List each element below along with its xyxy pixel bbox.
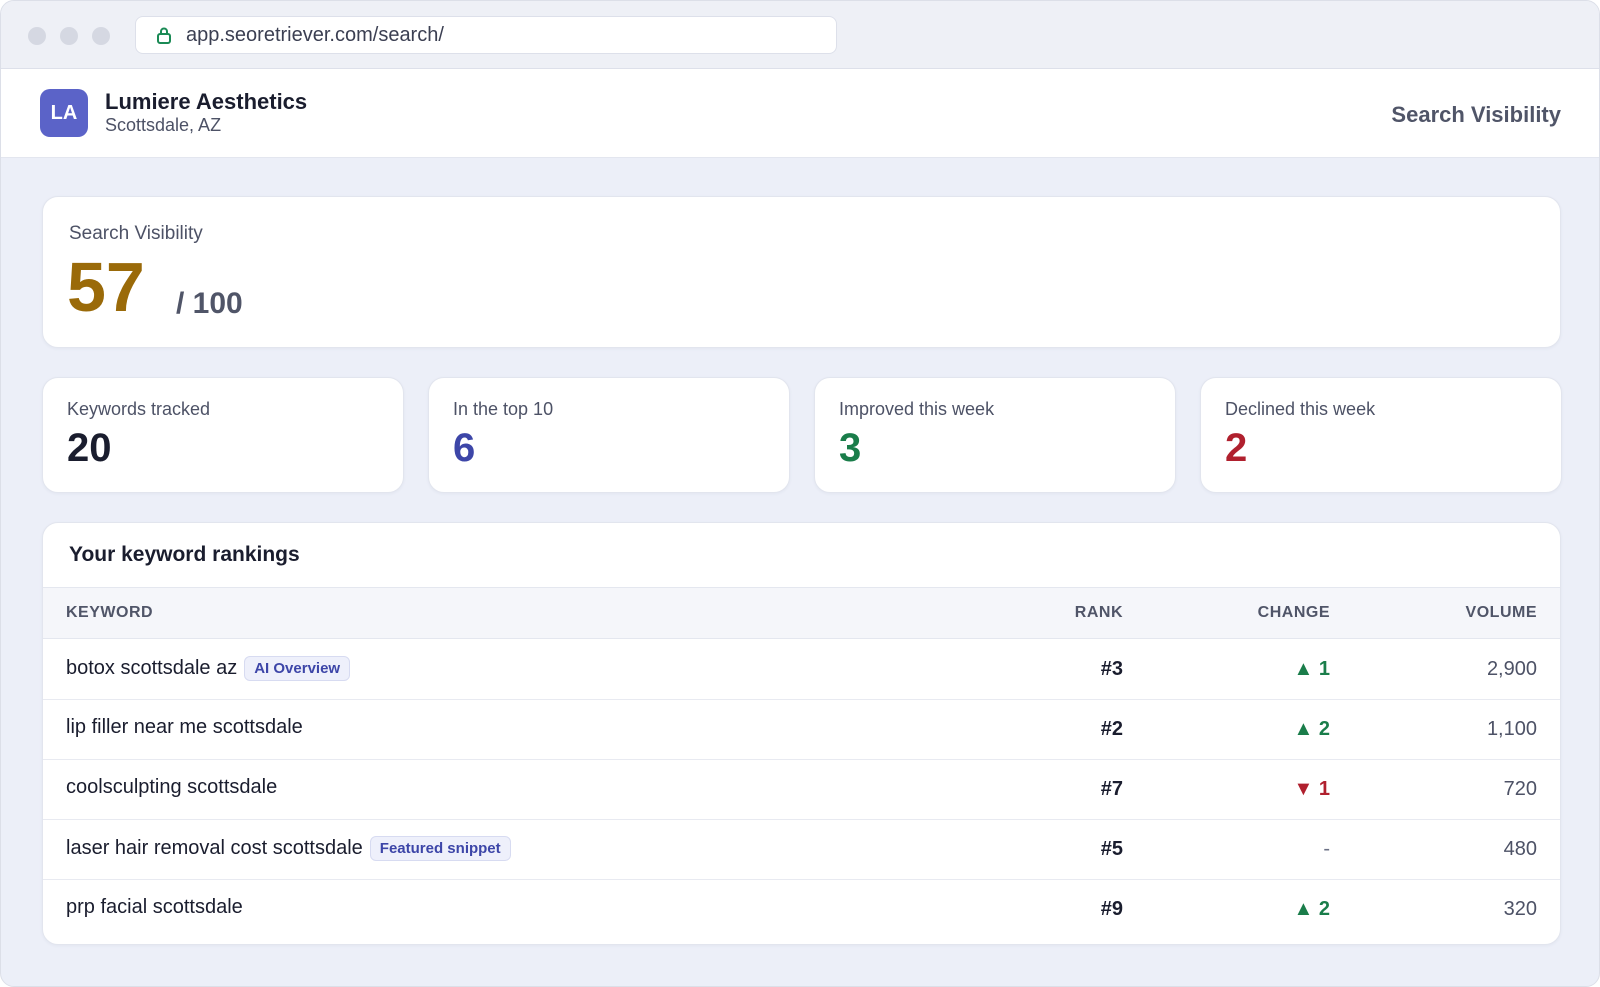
window-minimize-button[interactable] xyxy=(60,27,78,45)
keyword-text: lip filler near me scottsdale xyxy=(66,716,303,738)
score-value: 57 xyxy=(67,248,145,326)
volume-cell: 2,900 xyxy=(1486,658,1537,680)
column-header-keyword[interactable]: KEYWORD xyxy=(66,604,154,621)
keyword-cell: lip filler near me scottsdale xyxy=(66,716,303,739)
business-name: Lumiere Aesthetics xyxy=(105,89,308,114)
table-row[interactable]: laser hair removal cost scottsdale Featur… xyxy=(43,820,1560,880)
browser-chrome: app.seoretriever.com/search/ xyxy=(1,1,1599,69)
table-row[interactable]: prp facial scottsdale #9 ▲ 2 320 xyxy=(43,880,1560,940)
stat-value: 20 xyxy=(67,426,112,470)
column-header-rank[interactable]: RANK xyxy=(1074,604,1123,621)
stat-card-declined: Declined this week 2 xyxy=(1200,377,1562,493)
rank-cell: #9 xyxy=(1100,898,1123,920)
keyword-cell: coolsculpting scottsdale xyxy=(66,776,277,799)
business-logo: LA xyxy=(40,89,88,137)
stat-card-improved: Improved this week 3 xyxy=(814,377,1176,493)
keyword-cell: botox scottsdale az AI Overview xyxy=(66,656,351,681)
rank-cell: #2 xyxy=(1100,718,1123,740)
table-row[interactable]: lip filler near me scottsdale #2 ▲ 2 1,100 xyxy=(43,700,1560,760)
keyword-rankings-table: Your keyword rankings KEYWORD RANK CHANG… xyxy=(42,522,1561,945)
app-header: LA Lumiere Aesthetics Scottsdale, AZ Sea… xyxy=(1,69,1599,158)
table-header: KEYWORD RANK CHANGE VOLUME xyxy=(43,587,1560,639)
business-location: Scottsdale, AZ xyxy=(105,115,222,135)
url-text: app.seoretriever.com/search/ xyxy=(186,23,444,46)
rank-cell: #3 xyxy=(1100,658,1123,680)
stat-label: Declined this week xyxy=(1225,399,1376,419)
serp-feature-badge: Featured snippet xyxy=(369,836,511,861)
volume-cell: 480 xyxy=(1503,838,1537,860)
stat-label: In the top 10 xyxy=(453,399,554,419)
stat-value: 3 xyxy=(839,426,862,470)
column-header-volume[interactable]: VOLUME xyxy=(1465,604,1537,621)
address-bar[interactable]: app.seoretriever.com/search/ xyxy=(135,16,837,54)
visibility-score-card: Search Visibility 57 / 100 xyxy=(42,196,1561,348)
page-title: Search Visibility xyxy=(1391,102,1561,127)
keyword-cell: laser hair removal cost scottsdale Featur… xyxy=(66,836,511,861)
stat-value: 2 xyxy=(1225,426,1248,470)
change-cell: - xyxy=(1323,838,1330,860)
stat-label: Keywords tracked xyxy=(67,399,211,419)
table-row[interactable]: coolsculpting scottsdale #7 ▼ 1 720 xyxy=(43,760,1560,820)
change-cell: ▲ 2 xyxy=(1293,898,1330,920)
rank-cell: #5 xyxy=(1100,838,1123,860)
window-close-button[interactable] xyxy=(28,27,46,45)
keyword-text: botox scottsdale az xyxy=(66,657,238,679)
score-max: / 100 xyxy=(176,287,243,320)
change-cell: ▼ 1 xyxy=(1293,778,1330,800)
keyword-text: coolsculpting scottsdale xyxy=(66,776,278,798)
stat-card-top-10: In the top 10 6 xyxy=(428,377,790,493)
serp-feature-badge: AI Overview xyxy=(244,656,351,681)
stat-card-keywords-tracked: Keywords tracked 20 xyxy=(42,377,404,493)
keyword-text: laser hair removal cost scottsdale xyxy=(66,837,363,859)
score-label: Search Visibility xyxy=(69,223,203,244)
change-cell: ▲ 2 xyxy=(1293,718,1330,740)
keyword-text: prp facial scottsdale xyxy=(66,896,243,918)
window-maximize-button[interactable] xyxy=(92,27,110,45)
stat-label: Improved this week xyxy=(839,399,995,419)
rank-cell: #7 xyxy=(1100,778,1123,800)
lock-icon xyxy=(156,26,172,44)
table-title: Your keyword rankings xyxy=(69,543,300,566)
volume-cell: 1,100 xyxy=(1486,718,1537,740)
table-row[interactable]: botox scottsdale az AI Overview #3 ▲ 1 2,900 xyxy=(43,640,1560,700)
change-cell: ▲ 1 xyxy=(1293,658,1330,680)
volume-cell: 320 xyxy=(1503,898,1537,920)
stat-value: 6 xyxy=(453,426,476,470)
column-header-change[interactable]: CHANGE xyxy=(1257,604,1330,621)
keyword-cell: prp facial scottsdale xyxy=(66,896,243,919)
volume-cell: 720 xyxy=(1503,778,1537,800)
